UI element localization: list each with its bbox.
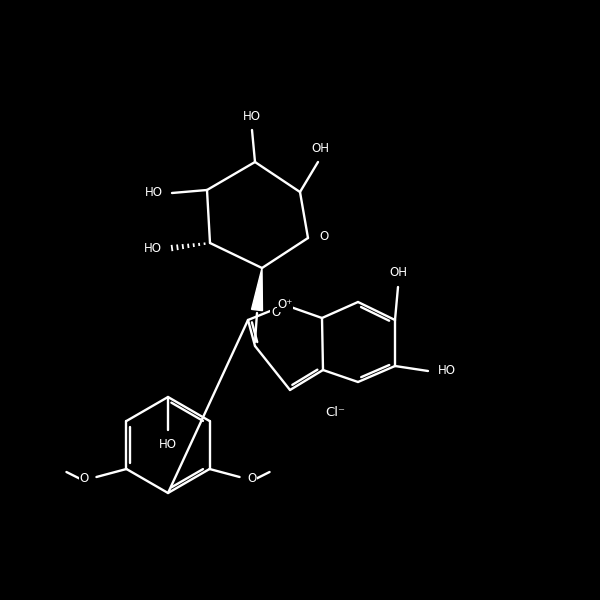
Text: O: O: [319, 229, 328, 242]
Text: O: O: [271, 305, 280, 319]
Polygon shape: [251, 268, 262, 311]
Text: HO: HO: [438, 364, 456, 377]
Text: HO: HO: [159, 437, 177, 451]
Text: O⁺: O⁺: [277, 298, 293, 311]
Text: OH: OH: [389, 266, 407, 280]
Text: HO: HO: [243, 109, 261, 122]
Text: OH: OH: [311, 142, 329, 154]
Text: Cl⁻: Cl⁻: [325, 406, 345, 419]
Text: HO: HO: [144, 241, 162, 254]
Text: O: O: [247, 473, 256, 485]
Text: HO: HO: [145, 187, 163, 199]
Text: O: O: [80, 473, 89, 485]
